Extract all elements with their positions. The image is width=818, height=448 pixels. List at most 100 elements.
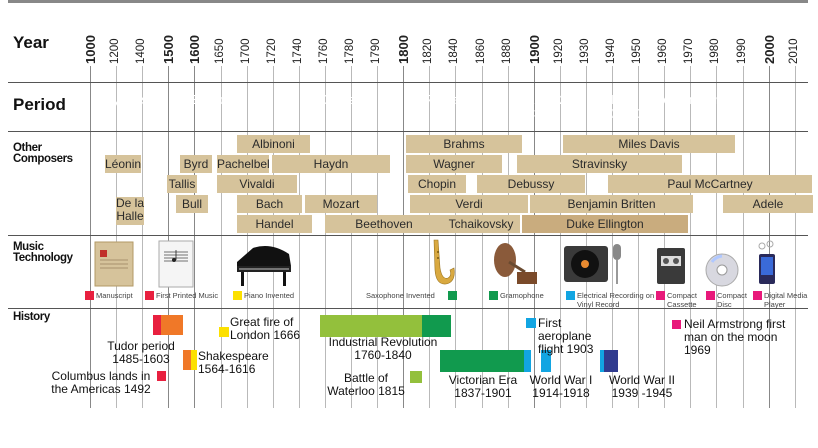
history-bar-ww2-a (600, 350, 604, 372)
cassette-marker (656, 291, 665, 300)
period-romantic: Romantic (424, 92, 479, 107)
period-early-20th-century: Early 20th Century (526, 92, 585, 121)
year-gridline (90, 66, 91, 408)
year-label: 2010 (788, 38, 800, 64)
year-gridline (769, 66, 770, 408)
top-border (8, 0, 808, 3)
media-player-marker (753, 291, 762, 300)
history-bar-industrial-a (320, 315, 422, 337)
row-title-period: Period (13, 95, 66, 114)
year-gridline (716, 66, 717, 408)
history-tudor: Tudor period 1485-1603 (107, 339, 175, 366)
year-gridline (482, 66, 483, 408)
year-gridline (429, 66, 430, 408)
year-label: 1920 (553, 38, 565, 64)
history-bar-waterloo (410, 371, 422, 383)
year-gridline (612, 66, 613, 408)
year-label: 1880 (501, 38, 513, 64)
period-early-music: Early Music (90, 92, 158, 107)
composer-chopin: Chopin (408, 175, 466, 193)
manuscript-icon (94, 240, 134, 288)
year-label: 1200 (109, 38, 121, 64)
year-label: 1970 (683, 38, 695, 64)
composer-brahms: Brahms (406, 135, 522, 153)
year-gridline (508, 66, 509, 408)
history-shakespeare: Shakespeare 1564-1616 (198, 349, 269, 376)
year-label: 1940 (605, 38, 617, 64)
history-bar-tudor-b (161, 315, 183, 335)
separator (8, 235, 808, 236)
composer-tallis: Tallis (167, 175, 197, 193)
year-gridline (168, 66, 169, 408)
composer-haydn: Haydn (272, 155, 390, 173)
history-bar-tudor-a (153, 315, 161, 335)
year-gridline (194, 66, 195, 408)
period-contemporary: Contemporary (654, 92, 737, 107)
year-label: 1760 (318, 38, 330, 64)
history-bar-victorian-a (440, 350, 524, 372)
cassette-icon (656, 246, 686, 286)
composer-bach: Bach (237, 195, 302, 213)
year-label: 1650 (214, 38, 226, 64)
history-first-aeroplane: First aeroplane flight 1903 (538, 316, 594, 356)
history-columbus: Columbus lands in the Americas 1492 (51, 369, 151, 396)
year-gridline (247, 66, 248, 408)
year-gridline (560, 66, 561, 408)
composer-tchaikovsky: Tchaikovsky (442, 215, 520, 233)
year-gridline (221, 66, 222, 408)
year-gridline (586, 66, 587, 408)
year-label: 1780 (344, 38, 356, 64)
history-bar-great-fire (219, 327, 229, 337)
tech-label-media-player: Digital Media Player (764, 291, 808, 309)
gramophone-marker (489, 291, 498, 300)
composer-miles-davis: Miles Davis (563, 135, 735, 153)
media-player-icon (752, 240, 782, 286)
compact-disc-icon (704, 252, 740, 288)
printed-music-icon (158, 240, 194, 288)
year-label: 1400 (135, 38, 147, 64)
tech-label-manuscript: Manuscript (96, 291, 133, 300)
composer-benjamin-britten: Benjamin Britten (530, 195, 693, 213)
history-bar-aeroplane (526, 318, 536, 328)
year-label: 1860 (475, 38, 487, 64)
gramophone-icon (491, 238, 539, 288)
history-world-war-1: World War I 1914-1918 (529, 373, 593, 400)
history-bar-moon (672, 320, 681, 329)
history-bar-ww1 (541, 350, 551, 372)
composer-beethoven: Beethoven (325, 215, 443, 233)
history-industrial-revolution: Industrial Revolution 1760-1840 (328, 335, 438, 362)
year-label: 1820 (422, 38, 434, 64)
composer-wagner: Wagner (406, 155, 502, 173)
history-bar-shakespeare-b (191, 350, 197, 370)
year-gridline (690, 66, 691, 408)
composer-bull: Bull (176, 195, 208, 213)
printed-music-marker (145, 291, 154, 300)
row-title-technology: Music Technology (13, 241, 73, 264)
history-bar-columbus (157, 371, 166, 381)
composer-debussy: Debussy (477, 175, 585, 193)
year-gridline (273, 66, 274, 408)
tech-label-cd: Compact Disc (717, 291, 748, 309)
tech-label-printed-music: First Printed Music (156, 291, 219, 300)
year-label: 1790 (370, 38, 382, 64)
year-gridline (116, 66, 117, 408)
saxophone-icon (424, 238, 458, 288)
year-label: 1840 (448, 38, 460, 64)
year-gridline (664, 66, 665, 408)
year-gridline (142, 66, 143, 408)
year-gridline (534, 66, 535, 408)
saxophone-marker (448, 291, 457, 300)
year-label: 1600 (187, 35, 202, 64)
composer-adele: Adele (723, 195, 813, 213)
year-label: 1930 (579, 38, 591, 64)
history-great-fire: Great fire of London 1666 (230, 315, 301, 342)
row-title-year: Year (13, 33, 49, 52)
history-bar-victorian-b (524, 350, 531, 372)
composer-duke-ellington: Duke Ellington (522, 215, 688, 233)
composer-vivaldi: Vivaldi (217, 175, 297, 193)
row-title-history: History (13, 311, 50, 323)
separator (8, 82, 808, 83)
piano-icon (233, 240, 295, 288)
year-gridline (351, 66, 352, 408)
